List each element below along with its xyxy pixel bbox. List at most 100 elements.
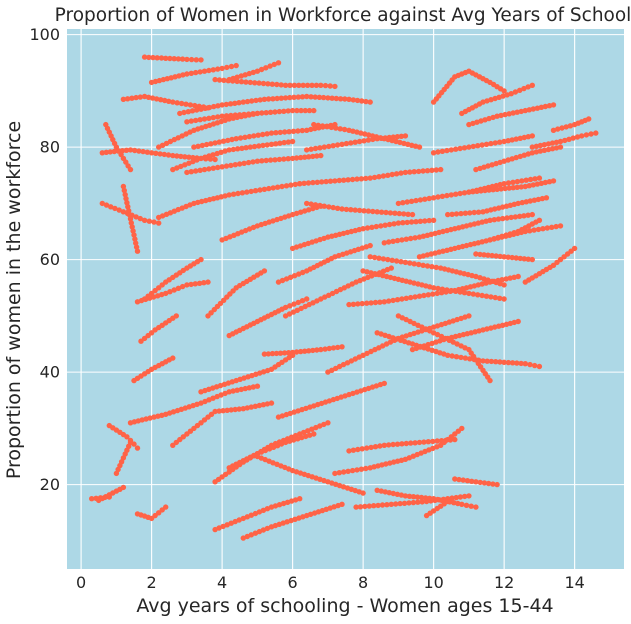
- data-point: [374, 209, 380, 215]
- data-point: [422, 218, 428, 224]
- data-point: [518, 360, 524, 367]
- data-point: [531, 197, 538, 203]
- data-point: [410, 499, 417, 506]
- data-point: [413, 197, 419, 204]
- y-tick-label: 20: [40, 475, 60, 494]
- data-point: [224, 407, 230, 413]
- data-point: [308, 146, 314, 152]
- data-point: [555, 126, 561, 132]
- data-point: [297, 181, 303, 187]
- data-point: [393, 258, 400, 264]
- data-point: [381, 299, 387, 305]
- data-point: [485, 252, 491, 258]
- data-point: [230, 146, 237, 153]
- data-point: [198, 57, 204, 63]
- data-point: [183, 101, 189, 107]
- data-point: [206, 104, 213, 111]
- data-point: [538, 104, 545, 111]
- data-point: [269, 81, 275, 87]
- data-point: [127, 166, 134, 173]
- data-point: [261, 268, 268, 274]
- x-tick-label: 8: [358, 573, 368, 592]
- data-point: [426, 495, 433, 501]
- data-point: [533, 143, 540, 149]
- data-point: [501, 158, 507, 164]
- data-point: [390, 297, 396, 304]
- data-point: [529, 256, 535, 263]
- data-point: [272, 157, 278, 163]
- data-point: [163, 290, 169, 297]
- data-point: [409, 211, 416, 218]
- data-point: [325, 95, 331, 101]
- data-point: [265, 351, 272, 357]
- data-point: [134, 248, 141, 254]
- data-point: [319, 123, 326, 129]
- data-point: [295, 128, 301, 134]
- data-point: [302, 154, 308, 160]
- data-point: [333, 95, 339, 102]
- data-point: [202, 105, 208, 112]
- data-point: [173, 313, 179, 319]
- data-point: [444, 287, 450, 293]
- data-point: [288, 182, 294, 188]
- data-point: [148, 150, 155, 156]
- data-point: [156, 220, 162, 226]
- data-point: [363, 98, 369, 105]
- data-point: [201, 280, 207, 286]
- data-point: [389, 171, 395, 178]
- data-point: [306, 154, 312, 160]
- data-point: [208, 141, 214, 147]
- data-point: [394, 297, 401, 303]
- data-point: [390, 490, 396, 497]
- data-point: [523, 177, 529, 183]
- data-point: [304, 147, 310, 153]
- data-point: [250, 69, 256, 76]
- data-point: [410, 494, 417, 500]
- data-point: [115, 148, 122, 154]
- data-point: [161, 151, 167, 158]
- data-point: [254, 383, 261, 389]
- data-point: [391, 221, 397, 227]
- data-point: [132, 236, 138, 242]
- data-point: [401, 500, 408, 506]
- data-point: [268, 130, 275, 136]
- data-point: [353, 504, 359, 510]
- data-point: [256, 143, 262, 149]
- data-point: [201, 116, 208, 122]
- data-point: [475, 143, 481, 149]
- data-point: [543, 195, 550, 201]
- data-point: [525, 212, 531, 218]
- data-point: [239, 145, 245, 151]
- data-point: [287, 303, 293, 309]
- data-point: [354, 176, 360, 182]
- data-point: [439, 286, 446, 292]
- data-point: [459, 425, 465, 432]
- data-point: [350, 447, 357, 453]
- data-point: [397, 500, 403, 507]
- data-point: [461, 290, 468, 296]
- data-point: [124, 434, 130, 440]
- data-point: [260, 142, 266, 149]
- x-tick-label: 10: [423, 573, 443, 592]
- data-point: [466, 313, 472, 319]
- data-point: [337, 96, 344, 102]
- data-point: [519, 199, 525, 206]
- data-point: [120, 484, 127, 491]
- data-point: [315, 122, 321, 128]
- data-point: [557, 223, 564, 229]
- data-point: [178, 100, 185, 107]
- data-point: [177, 110, 183, 117]
- data-point: [268, 400, 275, 406]
- data-point: [191, 144, 197, 150]
- data-point: [129, 224, 135, 230]
- data-point: [399, 296, 405, 302]
- data-point: [175, 56, 182, 62]
- data-point: [445, 498, 451, 505]
- data-point: [529, 150, 535, 156]
- data-point: [449, 211, 455, 217]
- data-point: [485, 277, 491, 283]
- data-point: [330, 345, 337, 351]
- data-point: [230, 388, 236, 394]
- data-point: [350, 97, 356, 103]
- data-point: [482, 187, 488, 194]
